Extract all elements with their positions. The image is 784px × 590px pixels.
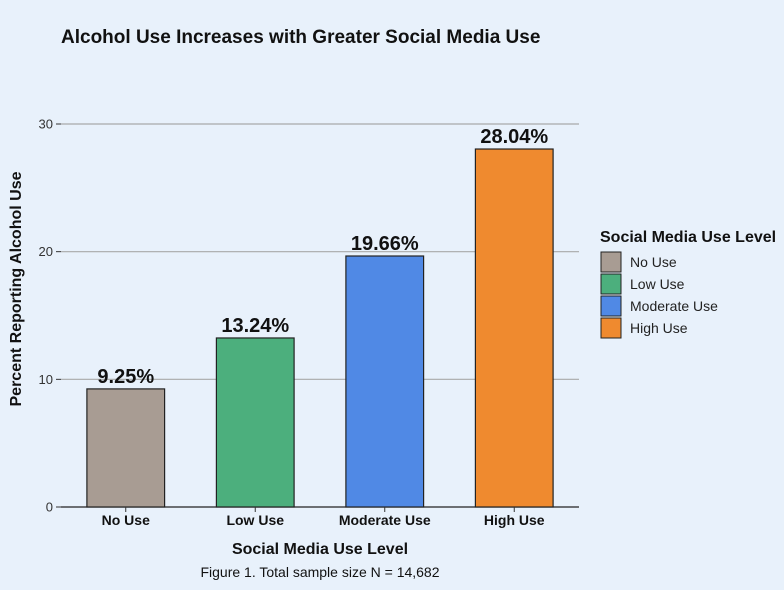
y-axis-ticks: 0 10 20 30 xyxy=(39,117,61,515)
x-axis-title: Social Media Use Level xyxy=(232,541,408,558)
bar xyxy=(345,255,425,508)
legend-swatch xyxy=(600,273,622,295)
x-axis-ticks: No Use Low Use Moderate Use High Use xyxy=(102,507,545,528)
legend-swatch xyxy=(600,251,622,273)
legend-label: Low Use xyxy=(630,276,685,292)
y-tick-label: 0 xyxy=(46,500,53,515)
legend-swatch xyxy=(600,295,622,317)
legend-label: Moderate Use xyxy=(630,298,718,314)
y-tick-label: 20 xyxy=(39,244,53,259)
bar xyxy=(474,148,554,508)
bars: 9.25% 13.24% 19.66% 28.04% xyxy=(86,126,554,508)
y-tick-label: 10 xyxy=(39,372,53,387)
x-tick-label: High Use xyxy=(484,512,545,528)
bar-value-label: 28.04% xyxy=(480,126,548,148)
legend-label: High Use xyxy=(630,320,688,336)
x-tick-label: No Use xyxy=(102,512,150,528)
bar-value-label: 13.24% xyxy=(221,315,289,337)
bar xyxy=(215,337,295,508)
bar-value-label: 9.25% xyxy=(97,366,154,388)
legend-label: No Use xyxy=(630,254,677,270)
x-tick-label: Moderate Use xyxy=(339,512,431,528)
x-tick-label: Low Use xyxy=(226,512,284,528)
y-tick-label: 30 xyxy=(39,117,53,132)
bar xyxy=(86,388,166,508)
bar-value-label: 19.66% xyxy=(351,233,419,255)
legend: Social Media Use Level No Use Low Use Mode… xyxy=(600,229,776,339)
legend-swatch xyxy=(600,317,622,339)
legend-title: Social Media Use Level xyxy=(600,229,776,246)
y-axis-title: Percent Reporting Alcohol Use xyxy=(8,171,25,406)
figure-caption: Figure 1. Total sample size N = 14,682 xyxy=(200,564,439,580)
chart-title: Alcohol Use Increases with Greater Socia… xyxy=(61,27,540,48)
